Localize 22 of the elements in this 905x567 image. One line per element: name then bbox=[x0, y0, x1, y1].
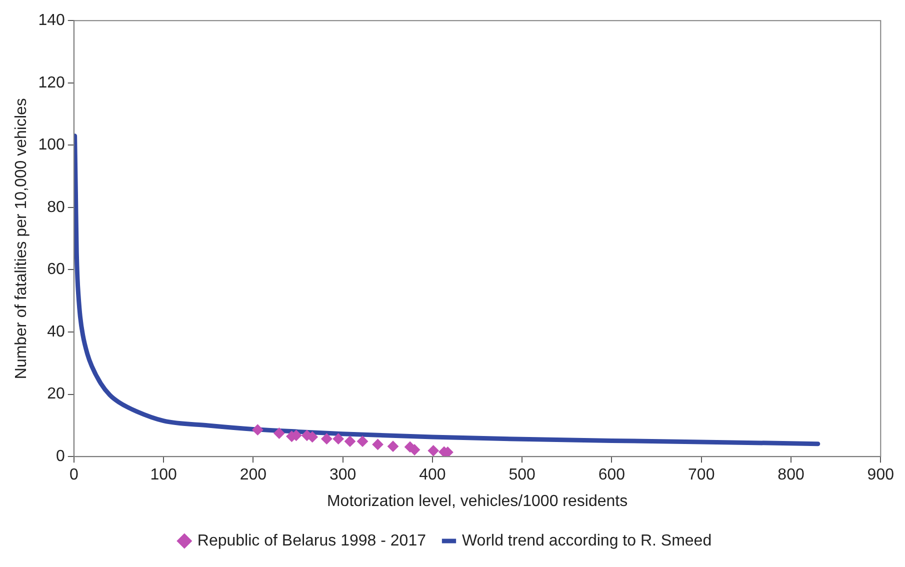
legend-label: World trend according to R. Smeed bbox=[462, 532, 712, 550]
y-tick-label: 140 bbox=[38, 12, 65, 30]
x-tick-label: 800 bbox=[778, 466, 804, 484]
x-axis-title: Motorization level, vehicles/1000 residents bbox=[326, 492, 628, 510]
x-tick-label: 400 bbox=[419, 466, 446, 484]
y-tick-label: 20 bbox=[47, 386, 65, 403]
x-tick-label: 600 bbox=[598, 466, 626, 484]
x-tick-label: 100 bbox=[150, 466, 177, 484]
x-tick-label: 0 bbox=[69, 466, 78, 484]
x-tick-label: 900 bbox=[867, 466, 894, 484]
y-tick-label: 100 bbox=[38, 136, 65, 154]
y-tick-label: 60 bbox=[47, 261, 65, 278]
y-axis-title: Number of fatalities per 10,000 vehicles bbox=[13, 98, 30, 380]
x-tick-label: 200 bbox=[240, 466, 267, 484]
y-tick-label: 80 bbox=[47, 198, 65, 216]
x-tick-label: 700 bbox=[688, 466, 715, 484]
x-tick-label: 300 bbox=[329, 466, 356, 484]
y-tick-label: 0 bbox=[56, 448, 65, 466]
y-tick-label: 120 bbox=[38, 74, 65, 92]
legend-label: Republic of Belarus 1998 - 2017 bbox=[197, 532, 426, 550]
y-tick-label: 40 bbox=[47, 323, 65, 340]
x-tick-label: 500 bbox=[508, 466, 536, 484]
